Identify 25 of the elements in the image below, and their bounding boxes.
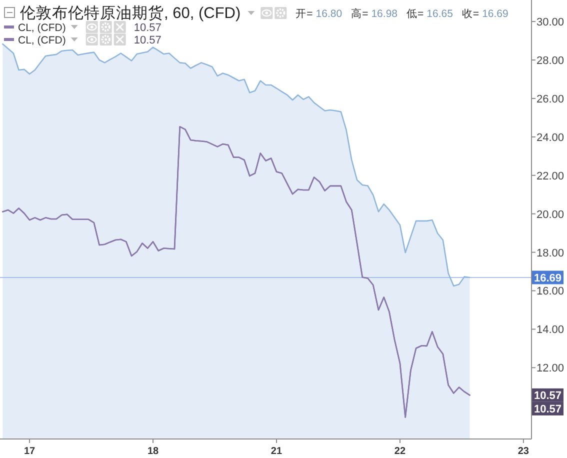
legend-label: CL, (CFD) bbox=[18, 22, 66, 34]
legend-label: CL, (CFD) bbox=[18, 34, 66, 46]
y-tick-label: 24.00 bbox=[536, 132, 564, 144]
x-tick-label: 23 bbox=[518, 446, 530, 457]
x-tick-label: 18 bbox=[147, 446, 160, 457]
y-tick-label: 20.00 bbox=[536, 208, 564, 221]
y-tick-label: 12.00 bbox=[536, 362, 564, 375]
y-tick-label: 22.00 bbox=[536, 170, 564, 182]
price-tag: 10.57 bbox=[532, 388, 564, 402]
y-tick-label: 28.00 bbox=[536, 54, 564, 67]
y-tick-label: 30.00 bbox=[536, 16, 564, 29]
text: 开= 16.80 高= 16.98 低= 16.65 收= 16.69 bbox=[296, 7, 508, 20]
price-tag: 10.57 bbox=[532, 402, 564, 416]
x-tick-label: 22 bbox=[394, 446, 406, 457]
legend-item: CL, (CFD) 10.57 bbox=[4, 34, 162, 46]
annotation: 10.57 bbox=[134, 22, 162, 34]
y-tick-label: 18.00 bbox=[536, 247, 564, 260]
chart-title: 伦敦布伦特原油期货, 60, (CFD) bbox=[20, 4, 241, 22]
legend-item: CL, (CFD) 10.57 bbox=[4, 21, 162, 34]
y-tick-label: 16.00 bbox=[536, 286, 564, 298]
x-tick-label: 21 bbox=[270, 446, 282, 457]
x-tick-label: 17 bbox=[24, 446, 36, 457]
y-tick-label: 26.00 bbox=[536, 93, 564, 106]
price-tag: 16.69 bbox=[532, 270, 564, 284]
y-tick-label: 14.00 bbox=[536, 324, 564, 336]
